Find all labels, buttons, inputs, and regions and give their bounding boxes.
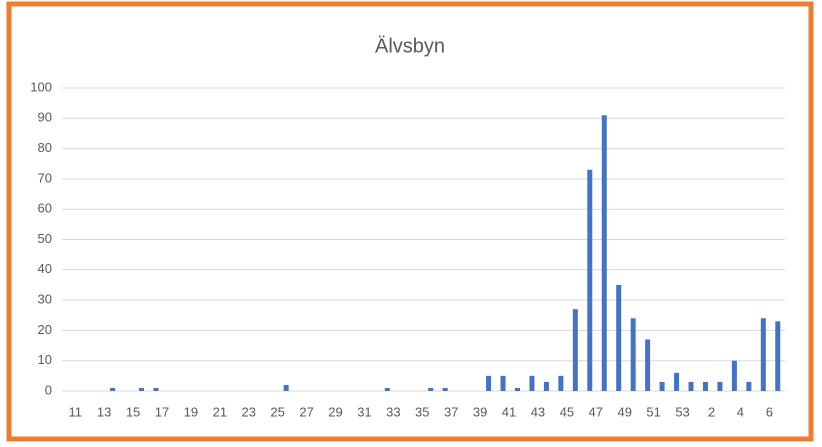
bar	[529, 375, 535, 391]
y-tick-label: 30	[38, 292, 52, 307]
x-tick-label: 23	[242, 404, 256, 419]
bar	[500, 375, 506, 391]
x-tick-label: 45	[560, 404, 574, 419]
x-tick-label: 31	[357, 404, 371, 419]
bar	[543, 381, 549, 391]
bar	[514, 387, 520, 391]
x-tick-label: 27	[299, 404, 313, 419]
x-tick-label: 37	[444, 404, 458, 419]
x-tick-label: 21	[213, 404, 227, 419]
bar	[659, 381, 665, 391]
x-tick-label: 29	[328, 404, 342, 419]
x-tick-label: 25	[270, 404, 284, 419]
chart-border	[6, 1, 814, 442]
bar	[674, 372, 680, 391]
y-tick-label: 80	[38, 140, 52, 155]
x-tick-label: 35	[415, 404, 429, 419]
y-tick-label: 40	[38, 261, 52, 276]
y-tick-label: 0	[45, 382, 52, 397]
y-tick-label: 60	[38, 201, 52, 216]
x-tick-label: 39	[473, 404, 487, 419]
x-tick-label: 4	[737, 404, 744, 419]
x-tick-label: 51	[646, 404, 660, 419]
bar	[702, 381, 708, 391]
x-tick-label: 43	[531, 404, 545, 419]
bar	[746, 381, 752, 391]
bar	[110, 387, 116, 391]
bar	[486, 375, 492, 391]
y-tick-label: 50	[38, 231, 52, 246]
bar	[601, 115, 607, 392]
chart-title: Älvsbyn	[375, 35, 445, 57]
y-tick-label: 90	[38, 110, 52, 125]
bar	[688, 381, 694, 391]
x-tick-label: 13	[97, 404, 111, 419]
x-tick-label: 2	[708, 404, 715, 419]
x-tick-label: 17	[155, 404, 169, 419]
y-tick-label: 100	[30, 79, 52, 94]
x-tick-label: 15	[126, 404, 140, 419]
bar	[616, 284, 622, 391]
x-tick-label: 11	[68, 404, 82, 419]
y-tick-label: 70	[38, 170, 52, 185]
bar	[587, 169, 593, 391]
bar	[630, 318, 636, 391]
bar	[760, 318, 766, 391]
bar	[731, 360, 737, 391]
x-tick-label: 47	[589, 404, 603, 419]
bar	[153, 387, 159, 391]
bar	[283, 384, 289, 391]
bar	[572, 309, 578, 391]
bar	[428, 387, 434, 391]
bar	[442, 387, 448, 391]
bar	[384, 387, 390, 391]
bar	[717, 381, 723, 391]
y-tick-label: 20	[38, 322, 52, 337]
x-tick-label: 41	[502, 404, 516, 419]
y-tick-label: 10	[38, 352, 52, 367]
x-tick-label: 53	[675, 404, 689, 419]
x-tick-label: 33	[386, 404, 400, 419]
bar	[645, 339, 651, 391]
x-tick-label: 19	[184, 404, 198, 419]
x-tick-label: 6	[766, 404, 773, 419]
x-tick-label: 49	[617, 404, 631, 419]
bar	[775, 321, 781, 391]
bar	[139, 387, 145, 391]
bar	[558, 375, 564, 391]
